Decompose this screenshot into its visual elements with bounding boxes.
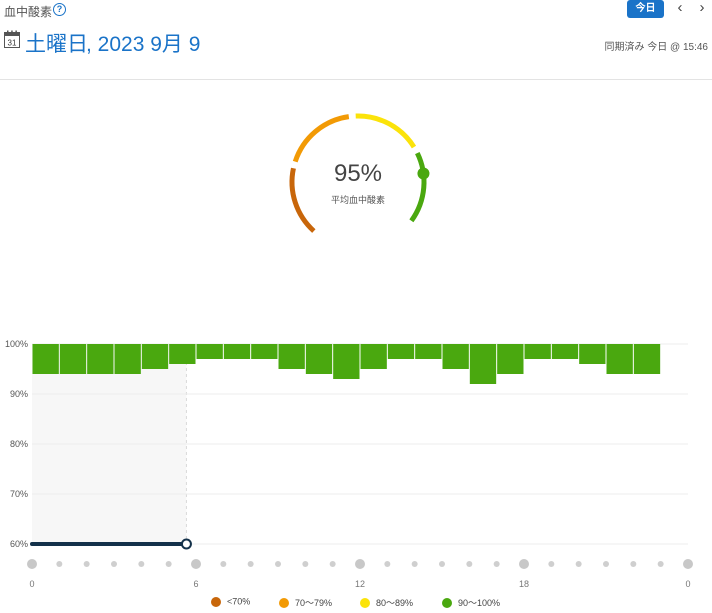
y-tick-label: 100% xyxy=(5,339,28,349)
calendar-icon[interactable]: 31 xyxy=(4,30,20,48)
x-axis-major-dot xyxy=(191,559,201,569)
x-axis-major-dot xyxy=(27,559,37,569)
x-axis-major-dot xyxy=(683,559,693,569)
x-tick-label: 6 xyxy=(193,579,198,589)
legend-item-below-70: <70% xyxy=(211,596,250,610)
top-bar: 血中酸素 ? 今日 ‹ › xyxy=(0,0,712,22)
x-axis-minor-dot xyxy=(466,561,473,567)
date-weekday: 土曜日 xyxy=(25,33,88,56)
spo2-bar xyxy=(524,344,551,359)
spo2-bar xyxy=(251,344,278,359)
sync-status: 同期済み 今日 @ 15:46 xyxy=(604,42,708,53)
x-axis-minor-dot xyxy=(220,561,227,567)
x-axis-minor-dot xyxy=(603,561,609,567)
spo2-bar xyxy=(551,344,579,359)
gauge-segment xyxy=(292,114,350,163)
average-value: 95% xyxy=(333,160,383,187)
x-axis-minor-dot xyxy=(111,561,117,567)
spo2-bar xyxy=(196,344,223,359)
legend-dot xyxy=(279,597,289,608)
x-axis-minor-dot xyxy=(275,561,281,567)
spo2-bar xyxy=(606,344,633,374)
spo2-bar xyxy=(223,344,251,359)
spo2-bar xyxy=(469,344,497,384)
help-icon[interactable]: ? xyxy=(53,3,66,16)
x-tick-label: 0 xyxy=(685,579,690,589)
next-day-button[interactable]: › xyxy=(699,0,705,16)
spo2-bar xyxy=(169,344,196,364)
spo2-bar xyxy=(633,344,661,374)
legend-dot xyxy=(360,597,370,608)
spo2-bar xyxy=(114,344,141,374)
spo2-bar xyxy=(387,344,415,359)
x-axis-minor-dot xyxy=(302,561,309,567)
spo2-bar xyxy=(333,344,360,379)
x-tick-label: 0 xyxy=(29,579,34,589)
legend-item-70-79: 70〜79% xyxy=(279,596,332,610)
legend-dot xyxy=(211,596,221,607)
x-axis-minor-dot xyxy=(575,561,582,567)
x-axis-minor-dot xyxy=(56,561,63,567)
spo2-bar xyxy=(497,344,524,374)
spo2-bar xyxy=(278,344,305,369)
legend-dot xyxy=(442,597,452,608)
spo2-bar xyxy=(87,344,114,374)
page-title: 血中酸素 xyxy=(4,5,53,19)
spo2-bar xyxy=(32,344,59,374)
sleep-end-marker xyxy=(180,538,192,550)
x-axis-minor-dot xyxy=(411,561,418,567)
gauge-segment xyxy=(409,151,427,223)
divider xyxy=(0,79,712,80)
x-axis-minor-dot xyxy=(384,561,391,567)
legend: <70% 70〜79% 80〜89% 90〜100% xyxy=(0,596,712,610)
gauge-segment xyxy=(355,113,417,149)
spo2-bar xyxy=(305,344,333,374)
y-tick-label: 90% xyxy=(10,389,28,399)
x-tick-label: 12 xyxy=(355,579,365,589)
x-axis-minor-dot xyxy=(83,561,90,567)
legend-item-80-89: 80〜89% xyxy=(360,596,413,610)
spo2-bar xyxy=(59,344,87,374)
x-axis-minor-dot xyxy=(657,561,664,567)
gauge-segment xyxy=(289,167,316,233)
x-axis-minor-dot xyxy=(439,561,445,567)
legend-item-90-100: 90〜100% xyxy=(442,596,500,610)
x-axis-minor-dot xyxy=(165,561,172,567)
spo2-chart: 60% 70% 80% 90% 100% 0 6 12 18 0 xyxy=(5,339,693,589)
today-button[interactable]: 今日 xyxy=(627,0,664,18)
x-axis-minor-dot xyxy=(493,561,500,567)
average-label: 平均血中酸素 xyxy=(330,195,385,205)
y-tick-label: 60% xyxy=(10,539,28,549)
spo2-bar xyxy=(442,344,469,369)
x-axis-major-dot xyxy=(519,559,529,569)
gauge-marker xyxy=(417,167,430,180)
x-axis-minor-dot xyxy=(630,561,637,567)
y-tick-label: 70% xyxy=(10,489,28,499)
x-axis-minor-dot xyxy=(138,561,145,567)
x-axis-major-dot xyxy=(355,559,365,569)
x-axis-minor-dot xyxy=(247,561,254,567)
previous-day-button[interactable]: ‹ xyxy=(677,0,683,16)
calendar-icon-day: 31 xyxy=(8,39,17,48)
y-tick-label: 80% xyxy=(10,439,28,449)
x-tick-label: 18 xyxy=(519,579,529,589)
average-gauge xyxy=(289,113,430,233)
date-text: , 2023 9月 9 xyxy=(86,33,201,56)
spo2-bar xyxy=(415,344,442,359)
x-axis-minor-dot xyxy=(548,561,555,567)
x-axis-minor-dot xyxy=(329,561,336,567)
spo2-bar xyxy=(141,344,169,369)
spo2-bar xyxy=(360,344,387,369)
spo2-bar xyxy=(579,344,606,364)
